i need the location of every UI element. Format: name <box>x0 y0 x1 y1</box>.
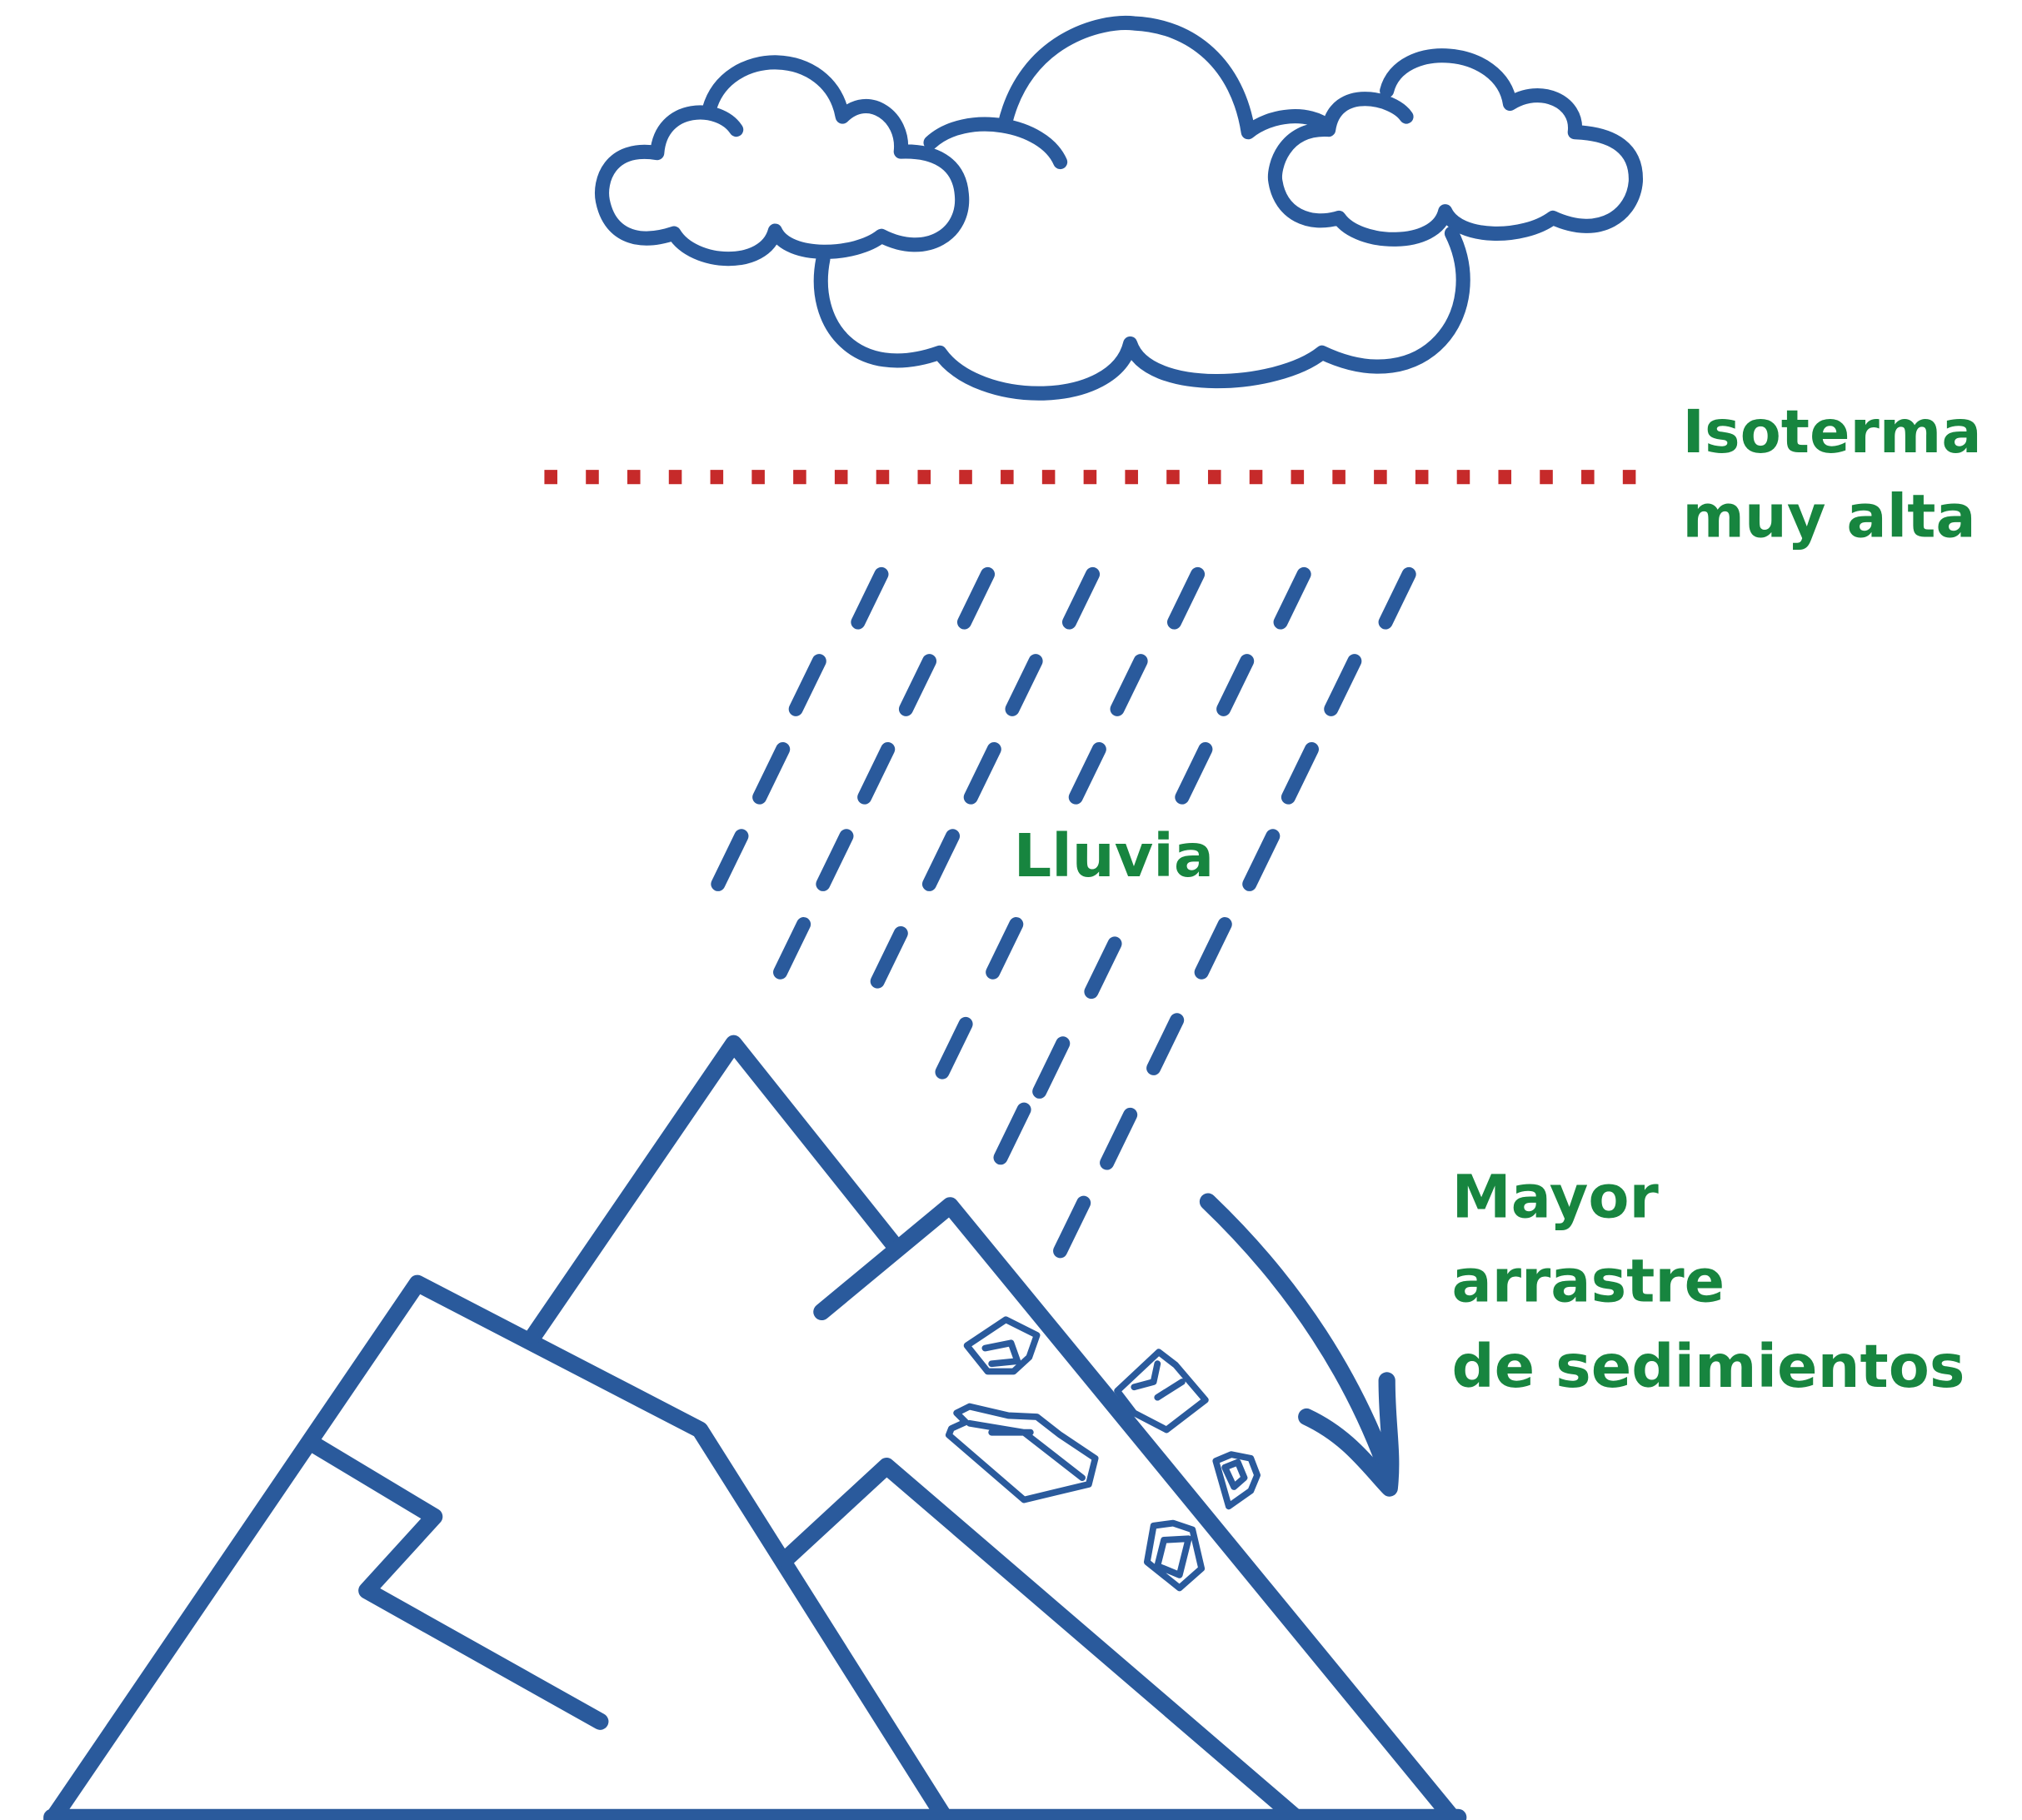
rain-drop <box>858 574 881 622</box>
rain-drop <box>1117 661 1141 710</box>
rain-drop <box>1154 1020 1177 1069</box>
rain-drop <box>1076 750 1099 798</box>
rain-drop <box>1201 925 1225 973</box>
rain-drop <box>1182 750 1206 798</box>
rain-drop <box>1107 1114 1131 1163</box>
cloud <box>602 22 1636 393</box>
rain-drop <box>1175 574 1198 622</box>
rain-drop <box>796 661 819 710</box>
rain-drop <box>781 925 804 973</box>
diagram: Isoterma muy alta Lluvia Mayor arrastre … <box>0 0 2022 1820</box>
rain-drop <box>971 750 994 798</box>
rain-drop <box>1001 1109 1024 1158</box>
rain-drop <box>1385 574 1409 622</box>
rain-drop <box>993 925 1016 973</box>
isotherm-label: muy alta <box>1682 481 1975 551</box>
rain-drop <box>760 750 783 798</box>
rain-drop <box>1250 836 1273 885</box>
arrow <box>1208 1202 1390 1488</box>
rain-drop <box>1091 944 1115 992</box>
sediment-label: arrastre <box>1451 1246 1725 1315</box>
rain-drop <box>1224 661 1247 710</box>
sediment-label: de sedimientos <box>1451 1332 1965 1401</box>
rain-drop <box>1331 661 1355 710</box>
rain-label: Lluvia <box>1014 821 1215 890</box>
sediment-label: Mayor <box>1451 1162 1659 1231</box>
rain-drop <box>823 836 846 885</box>
rain-drop <box>865 750 888 798</box>
rain-drop <box>1040 1044 1063 1092</box>
mountains <box>52 1044 1458 1820</box>
rain-drop <box>906 661 929 710</box>
rain-drop <box>877 934 901 982</box>
rain-drop <box>1288 750 1311 798</box>
rain-drop <box>929 836 952 885</box>
rain-drop <box>1012 661 1036 710</box>
rain-drop <box>1281 574 1304 622</box>
rain-drop <box>1061 1203 1084 1251</box>
rocks <box>949 1319 1257 1588</box>
page: {"labels":{"isotherm":["Isoterma","muy a… <box>0 0 2022 1820</box>
rain-drop <box>964 574 987 622</box>
rain-drop <box>718 836 741 885</box>
isotherm-label: Isoterma <box>1682 397 1981 466</box>
rain-drop <box>1070 574 1093 622</box>
rain-drop <box>942 1024 966 1072</box>
